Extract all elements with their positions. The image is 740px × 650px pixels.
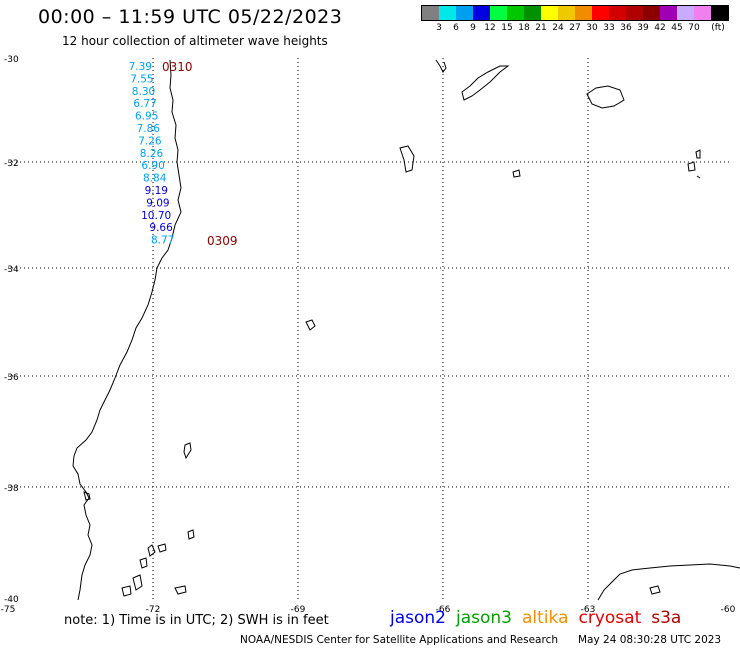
wave-height-label: 8.30: [132, 86, 155, 98]
wave-height-label: 7.86: [137, 123, 161, 135]
falklands-coast: [586, 85, 625, 109]
wave-height-label: 9.19: [145, 185, 168, 197]
legend-label: 42: [654, 23, 666, 33]
track-end-time: 0309: [207, 234, 238, 248]
legend-label: 36: [620, 23, 632, 33]
island-east-3: [687, 149, 701, 179]
longitude-label: -69: [291, 605, 306, 615]
juan-fernandez-island: [183, 442, 192, 460]
legend-swatch: [524, 6, 541, 20]
legend-label: 9: [470, 23, 476, 33]
legend-swatch: [507, 6, 524, 20]
satellite-jason2: jason2: [390, 608, 446, 628]
legend-label: 27: [569, 23, 581, 33]
altimeter-track: 7.397.558.306.776.957.867.268.266.908.84…: [129, 60, 238, 248]
legend-label: 6: [453, 23, 459, 33]
satellite-legend: jason2 jason3 altika cryosat s3a: [390, 608, 691, 628]
longitude-label: -72: [146, 605, 161, 615]
legend-swatch: [541, 6, 558, 20]
latitude-label: -36: [4, 373, 19, 383]
legend-label: 3: [436, 23, 442, 33]
legend-swatch: [422, 6, 439, 20]
legend-swatch: [660, 6, 677, 20]
legend-swatch: [592, 6, 609, 20]
satellite-cryosat: cryosat: [578, 608, 642, 628]
satellite-s3a: s3a: [651, 608, 682, 628]
plot-area: [8, 58, 732, 600]
wave-height-label: 7.26: [138, 135, 162, 147]
wave-height-label: 7.55: [130, 73, 153, 85]
credit-text: NOAA/NESDIS Center for Satellite Applica…: [240, 634, 558, 646]
wave-height-label: 8.26: [140, 148, 164, 160]
latitude-label: -30: [4, 55, 19, 65]
pacific-island: [305, 319, 316, 331]
timestamp-text: May 24 08:30:28 UTC 2023: [578, 634, 722, 646]
archipelago-island: [121, 529, 195, 597]
legend-label: 33: [603, 23, 615, 33]
legend-swatch: [473, 6, 490, 20]
legend-swatch: [456, 6, 473, 20]
legend-label: 12: [484, 23, 496, 33]
legend-swatch: [609, 6, 626, 20]
color-legend: 3 6 9 12 15 18 21 24 27 30 33 36 39 42 45 70 (ft): [421, 5, 729, 35]
argentina-coast-north: [435, 59, 447, 73]
legend-label: 21: [535, 23, 547, 33]
axis-labels: -30 -32 -34 -36 -38 -40-75 -72 -69 -66 -63 -60: [1, 55, 736, 615]
wave-height-label: 8.84: [143, 173, 167, 185]
chiloe-island: [83, 491, 91, 501]
latitude-label: -34: [4, 265, 19, 275]
legend-swatch: [677, 6, 694, 20]
wave-height-label: 6.95: [135, 111, 158, 123]
satellite-altika: altika: [522, 608, 569, 628]
legend-swatch: [558, 6, 575, 20]
legend-swatch: [575, 6, 592, 20]
legend-label: 39: [637, 23, 649, 33]
longitude-label: -75: [1, 605, 16, 615]
staten-island: [649, 585, 661, 595]
tierra-del-fuego-coast: [597, 563, 740, 601]
longitude-label: -60: [721, 605, 736, 615]
longitude-label: -63: [581, 605, 596, 615]
legend-label: 18: [518, 23, 530, 33]
legend-swatch: [439, 6, 456, 20]
legend-swatch: [711, 6, 728, 20]
chile-coastline: [72, 59, 182, 601]
legend-label: 45: [671, 23, 683, 33]
island-east-1: [399, 145, 415, 173]
wave-height-label: 9.66: [149, 222, 173, 234]
wave-height-label: 10.70: [141, 210, 171, 222]
track-start-time: 0310: [162, 60, 193, 74]
longitude-label: -66: [436, 605, 451, 615]
wave-height-label: 6.77: [133, 98, 156, 110]
legend-swatch: [626, 6, 643, 20]
rio-de-la-plata-coast: [461, 65, 510, 101]
satellite-jason3: jason3: [456, 608, 512, 628]
wave-height-label: 6.90: [141, 160, 164, 172]
legend-swatch: [694, 6, 711, 20]
legend-unit: (ft): [711, 23, 725, 33]
wave-height-label: 9.09: [146, 197, 169, 209]
legend-swatches: [421, 5, 729, 21]
island-east-2: [512, 169, 521, 178]
legend-label: 30: [586, 23, 598, 33]
legend-swatch: [643, 6, 660, 20]
wave-height-label: 7.39: [129, 61, 152, 73]
page-title: 00:00 – 11:59 UTC 05/22/2023: [38, 6, 343, 28]
wave-height-label: 8.77: [151, 235, 174, 247]
map-grid: [8, 58, 732, 600]
page-subtitle: 12 hour collection of altimeter wave hei…: [62, 34, 328, 48]
legend-label: 70: [688, 23, 700, 33]
legend-swatch: [490, 6, 507, 20]
note-text: note: 1) Time is in UTC; 2) SWH is in fe…: [64, 613, 329, 628]
legend-label: 24: [552, 23, 564, 33]
legend-labels: 3 6 9 12 15 18 21 24 27 30 33 36 39 42 45 70 (ft): [421, 21, 729, 35]
latitude-label: -32: [4, 159, 19, 169]
latitude-label: -40: [4, 595, 19, 605]
latitude-label: -38: [4, 484, 19, 494]
coastline: [72, 59, 740, 601]
legend-label: 15: [501, 23, 513, 33]
